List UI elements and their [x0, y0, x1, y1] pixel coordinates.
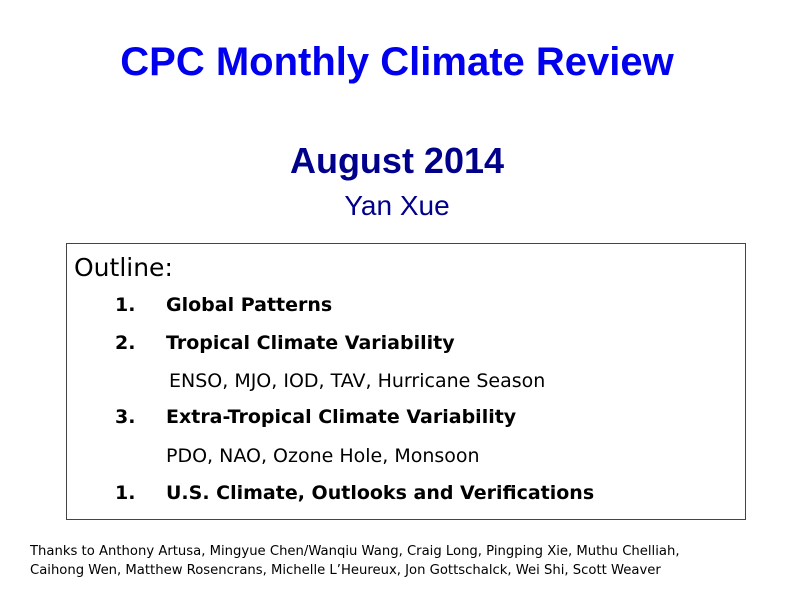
slide-author: Yan Xue	[344, 190, 450, 221]
outline-item-number: 1.	[115, 294, 136, 316]
acknowledgements-line-2: Caihong Wen, Matthew Rosencrans, Michell…	[30, 563, 661, 578]
outline-item-sublabel: ENSO, MJO, IOD, TAV, Hurricane Season	[169, 370, 546, 392]
slide-subtitle: August 2014	[289, 140, 505, 181]
outline-heading: Outline:	[74, 253, 173, 282]
outline-item-label: Global Patterns	[166, 294, 333, 316]
outline-box: Outline: 1. Global Patterns 2. Tropical …	[66, 243, 746, 520]
outline-item-label: U.S. Climate, Outlooks and Verifications	[166, 482, 595, 504]
acknowledgements-line-1: Thanks to Anthony Artusa, Mingyue Chen/W…	[30, 544, 680, 559]
outline-item-number: 1.	[115, 482, 136, 504]
outline-item-label: Extra-Tropical Climate Variability	[166, 406, 517, 428]
outline-item-number: 3.	[115, 406, 136, 428]
outline-item-sublabel: PDO, NAO, Ozone Hole, Monsoon	[166, 445, 480, 467]
outline-item-number: 2.	[115, 332, 136, 354]
slide-title: CPC Monthly Climate Review	[120, 40, 674, 84]
outline-item-label: Tropical Climate Variability	[166, 332, 455, 354]
acknowledgements: Thanks to Anthony Artusa, Mingyue Chen/W…	[30, 542, 770, 580]
